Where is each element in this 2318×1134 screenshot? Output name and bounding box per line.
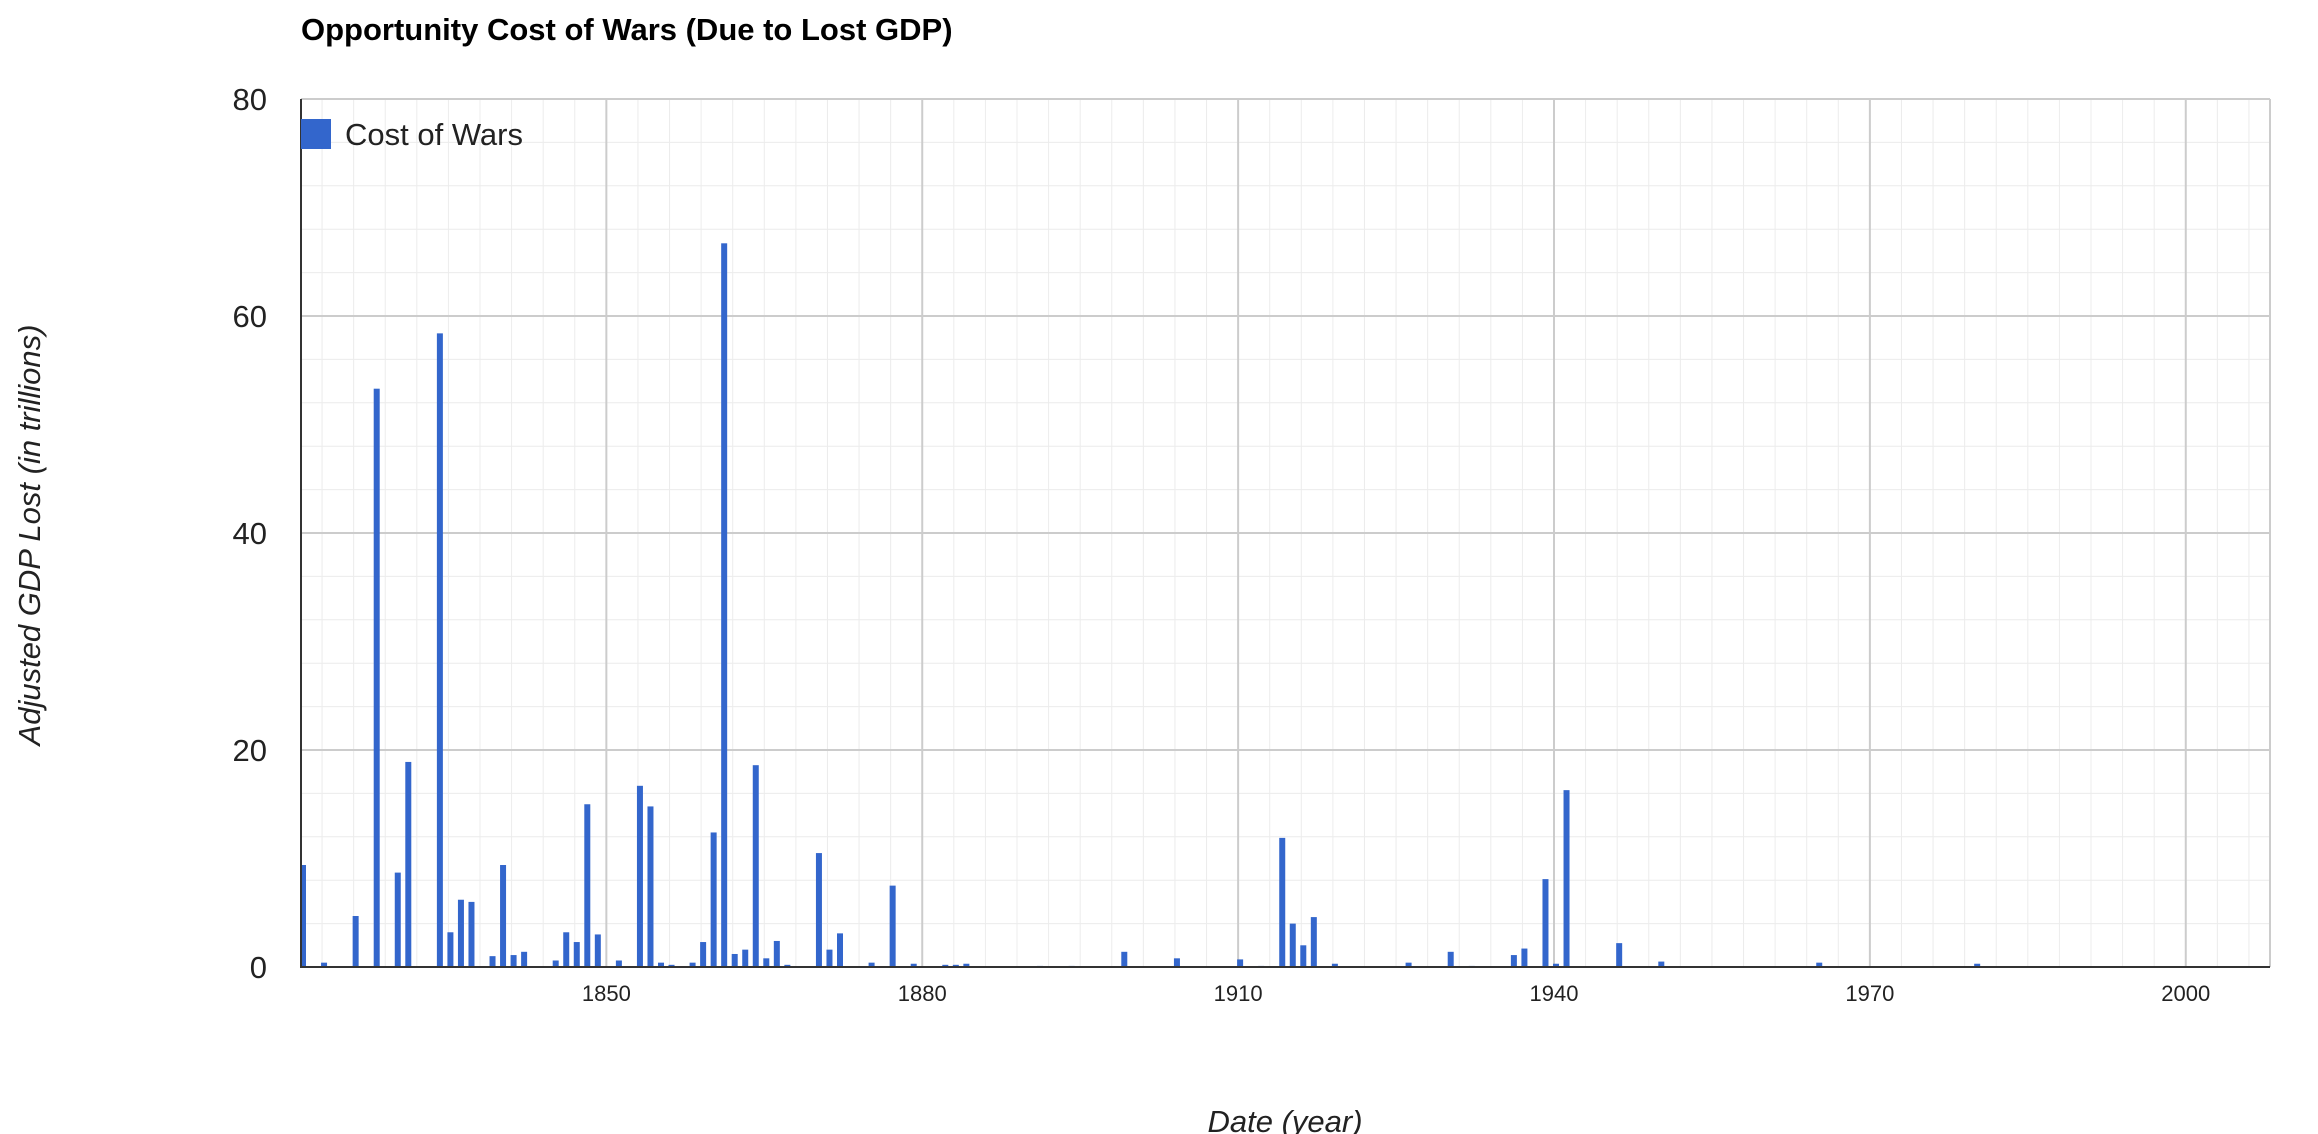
bar-1837 — [468, 901, 475, 967]
bar-1919 — [1331, 963, 1338, 967]
bar-1916 — [1300, 945, 1307, 967]
bar-1855 — [658, 962, 664, 967]
bar-1846 — [563, 932, 570, 967]
bar-1899 — [1121, 951, 1128, 967]
bar-1884 — [963, 963, 970, 967]
bar-1863 — [742, 949, 749, 967]
bar-1870 — [815, 853, 822, 967]
bar-1854 — [647, 806, 654, 967]
y-tick-label: 60 — [233, 299, 267, 334]
bar-1950 — [1658, 961, 1665, 967]
bar-1941 — [1563, 790, 1570, 967]
bar-1842 — [521, 951, 528, 967]
bar-1875 — [868, 962, 875, 967]
chart-legend: Cost of Wars — [301, 117, 523, 152]
bar-1851 — [615, 960, 622, 967]
bar-1866 — [773, 940, 780, 967]
bar-1847 — [573, 942, 580, 967]
y-tick-label: 20 — [233, 733, 267, 768]
bar-1836 — [457, 899, 464, 967]
chart-tick-labels: 0 20 40 60 80 1850 1880 1910 1940 1970 2000 — [233, 82, 2211, 1006]
bar-1859 — [700, 942, 707, 967]
bar-1831 — [405, 761, 412, 967]
bar-1841 — [510, 955, 517, 967]
x-tick-label: 2000 — [2161, 981, 2210, 1006]
chart-axes — [300, 99, 2270, 968]
x-axis-label: Date (year) — [1207, 1104, 1362, 1134]
y-tick-label: 80 — [233, 82, 267, 117]
legend-label: Cost of Wars — [345, 117, 523, 152]
bar-1936 — [1510, 955, 1517, 967]
bar-1830 — [394, 872, 401, 967]
bar-1904 — [1173, 958, 1180, 967]
bar-1910 — [1237, 959, 1244, 967]
bar-1849 — [594, 934, 601, 967]
y-axis-label: Adjusted GDP Lost (in trillions) — [12, 325, 47, 748]
bar-1882 — [942, 964, 949, 967]
chart-title: Opportunity Cost of Wars (Due to Lost GD… — [301, 12, 953, 47]
bar-1845 — [552, 960, 559, 967]
bar-1946 — [1616, 943, 1623, 967]
bar-1821 — [300, 865, 306, 967]
bar-1872 — [837, 933, 843, 967]
bar-1879 — [910, 963, 917, 967]
bar-1828 — [373, 388, 380, 967]
bar-1865 — [763, 958, 770, 967]
bar-1861 — [721, 243, 728, 967]
bar-1930 — [1447, 951, 1454, 967]
x-tick-label: 1850 — [582, 981, 631, 1006]
bar-1839 — [489, 956, 496, 967]
bar-1840 — [500, 865, 507, 967]
bar-1871 — [826, 949, 833, 967]
bar-1867 — [784, 964, 791, 967]
bar-1883 — [952, 964, 959, 967]
bar-1826 — [352, 916, 359, 967]
bar-1917 — [1310, 917, 1317, 967]
bar-1864 — [752, 765, 759, 967]
legend-swatch — [301, 119, 331, 149]
bar-1860 — [710, 832, 717, 967]
x-tick-label: 1910 — [1214, 981, 1263, 1006]
chart-bars — [300, 243, 1981, 967]
bar-1926 — [1405, 962, 1412, 967]
bar-1823 — [321, 962, 328, 967]
bar-1939 — [1542, 879, 1549, 967]
bar-1877 — [889, 885, 896, 967]
x-tick-label: 1940 — [1530, 981, 1579, 1006]
bar-1937 — [1521, 948, 1528, 967]
bar-1862 — [731, 953, 738, 967]
y-tick-label: 0 — [250, 950, 267, 985]
y-tick-label: 40 — [233, 516, 267, 551]
bar-1834 — [436, 333, 443, 967]
x-tick-label: 1880 — [898, 981, 947, 1006]
x-tick-label: 1970 — [1845, 981, 1894, 1006]
bar-1980 — [1974, 963, 1981, 967]
bar-1835 — [447, 932, 454, 967]
chart-gridlines — [301, 98, 2271, 968]
bar-1856 — [668, 964, 675, 967]
bar-1915 — [1289, 923, 1296, 967]
bar-1853 — [636, 785, 643, 967]
bar-1965 — [1816, 962, 1823, 967]
bar-1940 — [1553, 963, 1559, 967]
bar-1848 — [584, 804, 591, 967]
bar-1914 — [1279, 837, 1286, 967]
bar-1858 — [689, 962, 696, 967]
